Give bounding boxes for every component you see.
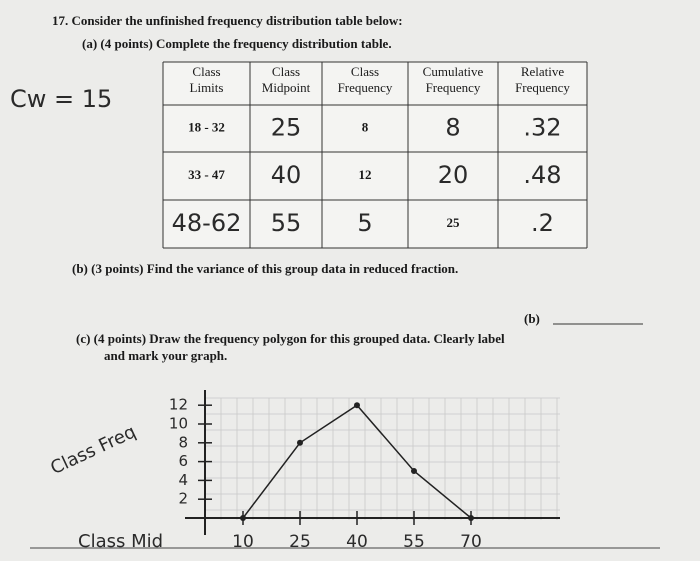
answer-label: (b) bbox=[524, 311, 540, 326]
y-tick-label: 2 bbox=[178, 490, 188, 508]
x-tick-label: 40 bbox=[346, 532, 368, 552]
column-header: Limits bbox=[190, 80, 224, 95]
column-header: Frequency bbox=[426, 80, 481, 95]
table-cell: 48-62 bbox=[172, 209, 242, 237]
x-axis-label: Class Mid bbox=[78, 531, 163, 552]
table-cell: .32 bbox=[523, 114, 561, 142]
table-cell: 25 bbox=[271, 114, 302, 142]
table: ClassLimitsClassMidpointClassFrequencyCu… bbox=[162, 61, 588, 249]
polygon-point bbox=[354, 402, 360, 409]
x-tick-label: 70 bbox=[460, 532, 482, 552]
part-b: (b) (3 points) Find the variance of this… bbox=[72, 261, 458, 276]
column-header: Cumulative bbox=[423, 64, 484, 79]
y-tick-label: 8 bbox=[178, 433, 188, 451]
annotation: Cw = 15 bbox=[10, 85, 112, 113]
table-fill bbox=[163, 62, 587, 248]
y-tick-label: 6 bbox=[178, 452, 188, 470]
table-cell: .48 bbox=[523, 161, 561, 189]
y-tick-label: 12 bbox=[169, 396, 188, 414]
table-cell: 20 bbox=[438, 161, 469, 189]
column-header: Class bbox=[272, 64, 300, 79]
column-header: Frequency bbox=[515, 80, 570, 95]
part-c: and mark your graph. bbox=[104, 348, 227, 363]
part-c: (c) (4 points) Draw the frequency polygo… bbox=[76, 331, 505, 346]
x-tick-label: 10 bbox=[232, 532, 254, 552]
table-cell: .2 bbox=[531, 209, 554, 237]
y-tick-label: 4 bbox=[178, 471, 188, 489]
table-cell: 55 bbox=[271, 209, 302, 237]
table-cell: 8 bbox=[445, 114, 460, 142]
column-header: Frequency bbox=[338, 80, 393, 95]
polygon-point bbox=[411, 468, 417, 474]
x-tick-label: 55 bbox=[403, 532, 425, 552]
x-tick-label: 25 bbox=[289, 532, 311, 552]
table-cell: 33 - 47 bbox=[188, 167, 225, 182]
column-header: Relative bbox=[521, 64, 565, 79]
table-cell: 5 bbox=[357, 209, 372, 237]
column-header: Class bbox=[192, 64, 220, 79]
polygon-point bbox=[468, 515, 474, 521]
table-cell: 12 bbox=[359, 167, 372, 182]
table-cell: 8 bbox=[362, 119, 369, 134]
table-cell: 18 - 32 bbox=[188, 119, 225, 134]
question: 17. Consider the unfinished frequency di… bbox=[52, 13, 403, 28]
column-header: Midpoint bbox=[262, 80, 311, 95]
table-cell: 40 bbox=[271, 161, 302, 189]
polygon-point bbox=[297, 439, 303, 446]
part-a: (a) (4 points) Complete the frequency di… bbox=[82, 36, 392, 51]
table-cell: 25 bbox=[447, 215, 461, 230]
polygon-point bbox=[240, 515, 246, 521]
y-tick-label: 10 bbox=[169, 415, 188, 433]
column-header: Class bbox=[351, 64, 379, 79]
